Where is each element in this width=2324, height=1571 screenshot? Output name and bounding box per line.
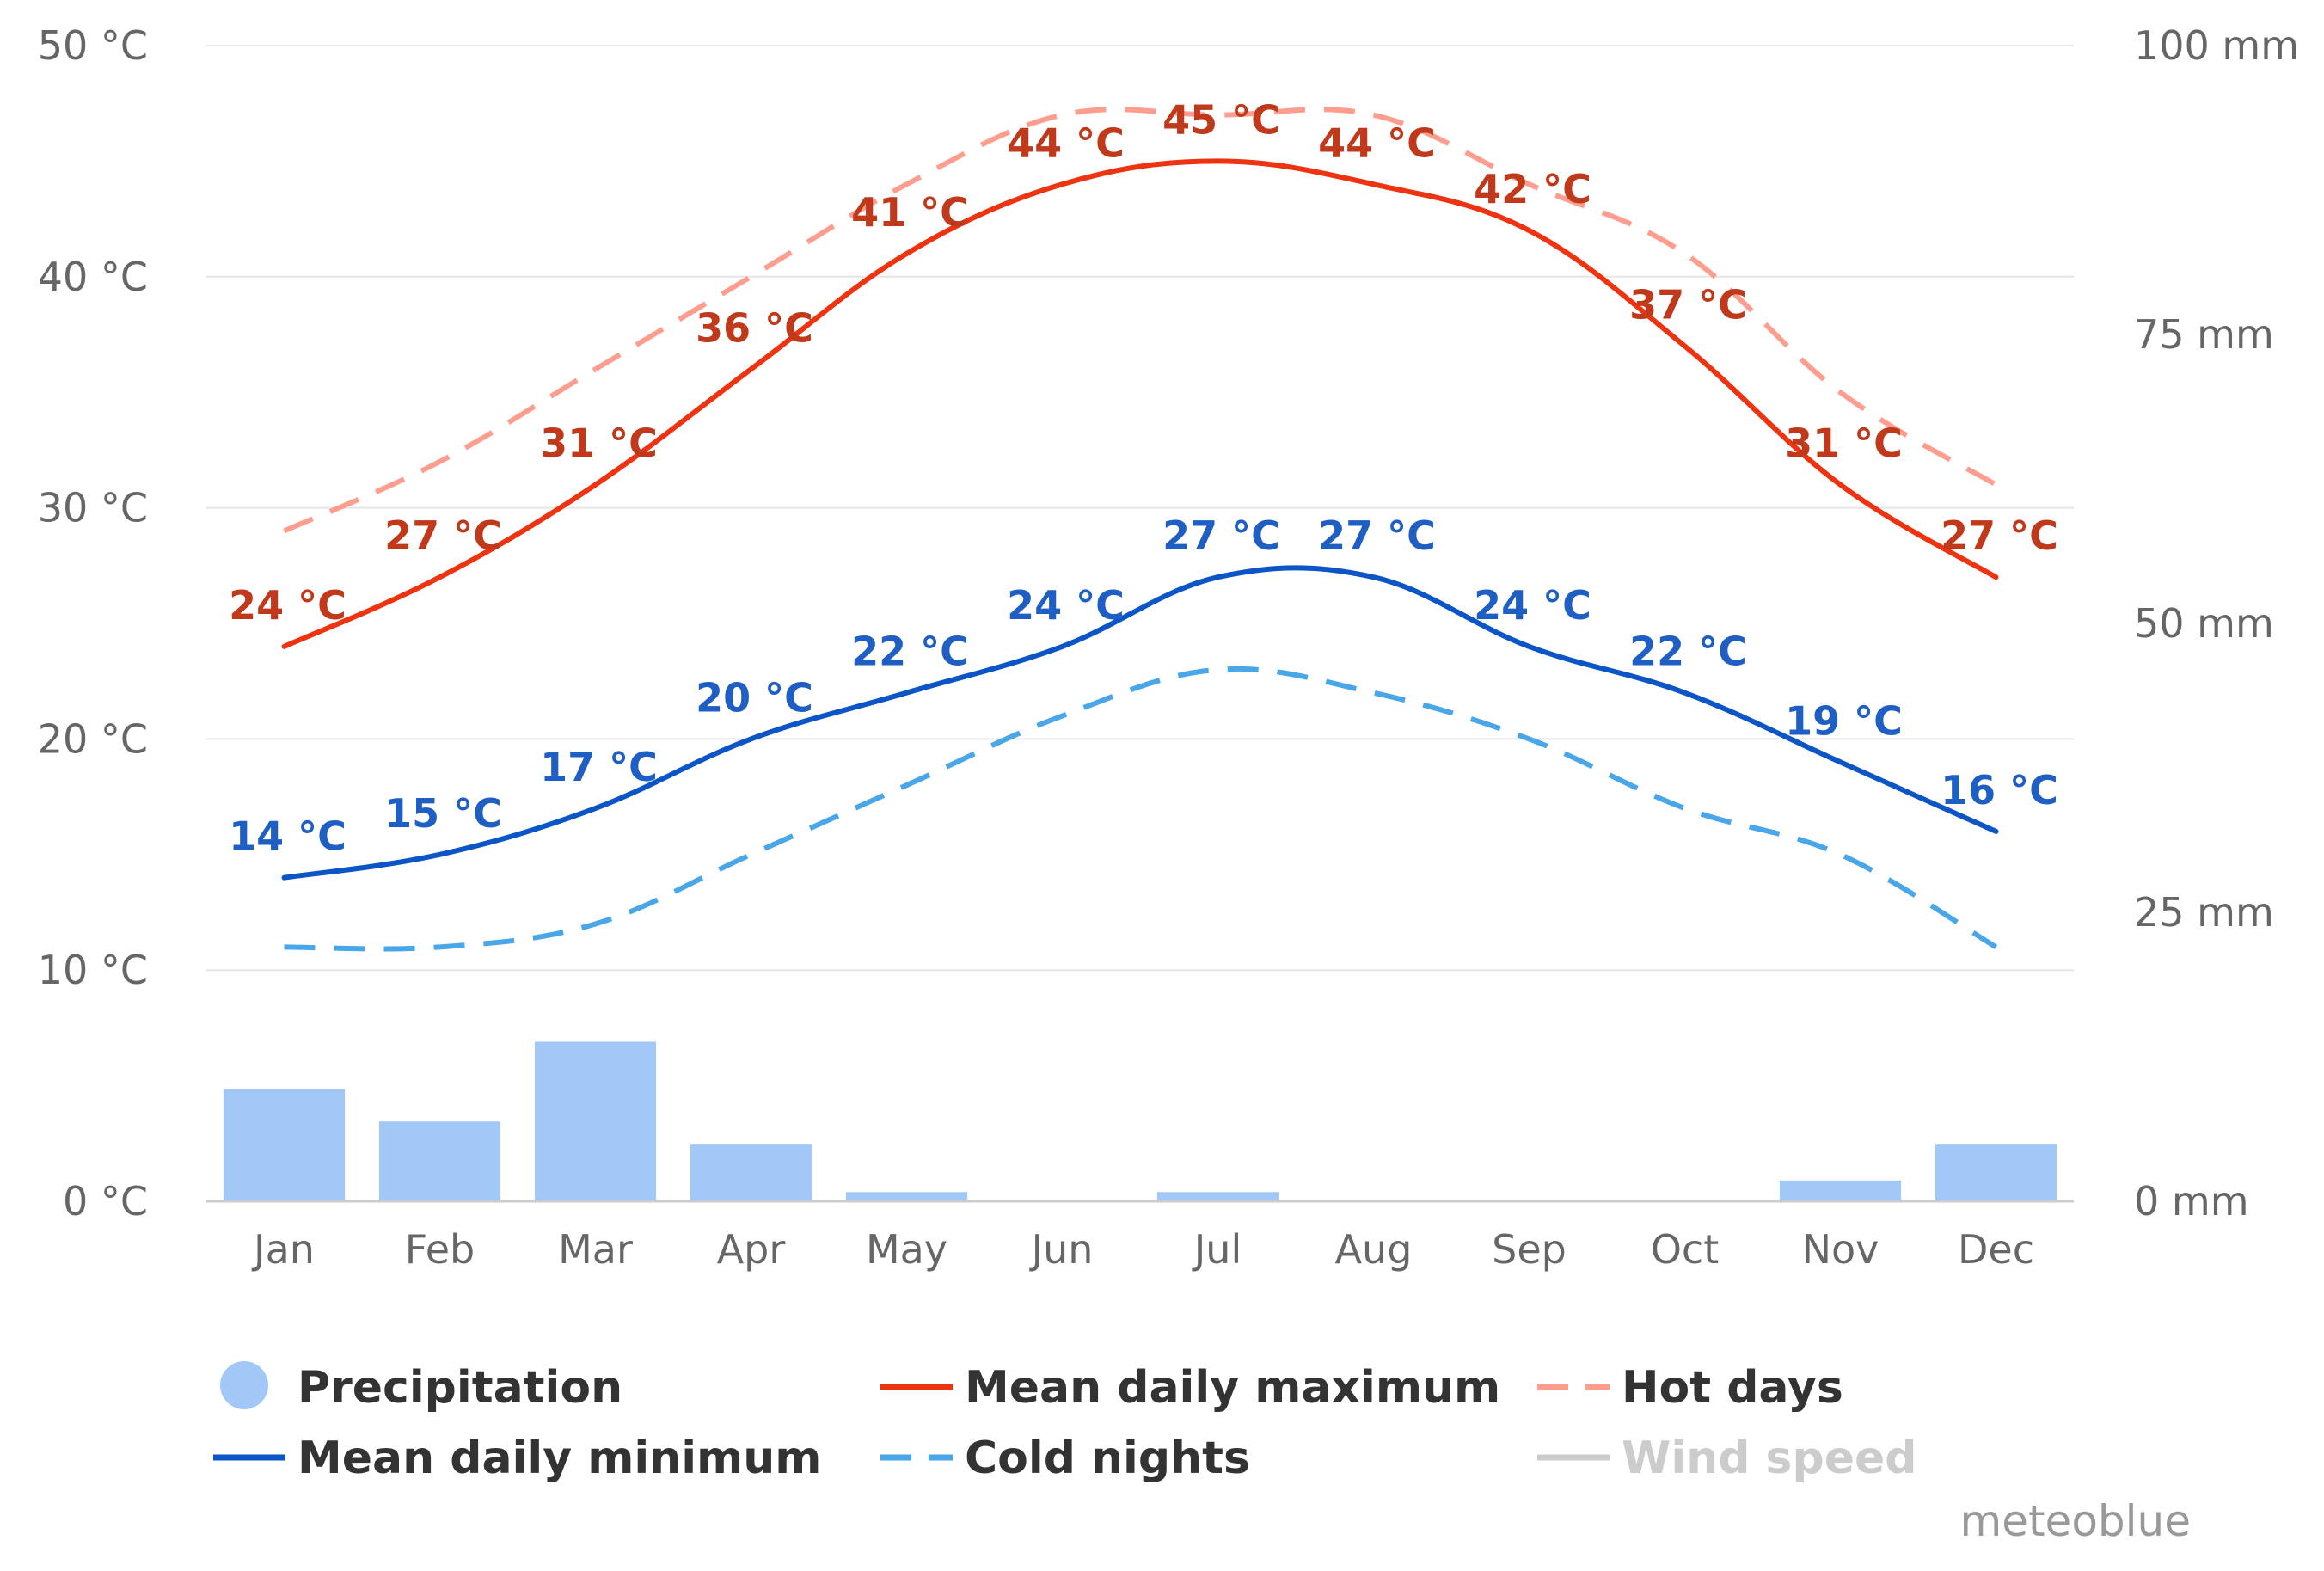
- y-left-tick-label: 50 °C: [38, 22, 148, 69]
- x-tick-label-may: May: [866, 1226, 947, 1273]
- legend-label-hot-days: Hot days: [1622, 1362, 1843, 1414]
- x-tick-label-dec: Dec: [1958, 1226, 2034, 1273]
- precipitation-bars: [223, 1041, 2057, 1200]
- y-right-tick-label: 25 mm: [2134, 889, 2274, 936]
- x-tick-label-feb: Feb: [405, 1226, 475, 1273]
- data-label-mean-daily-maximum-oct: 37 °C: [1629, 281, 1747, 328]
- data-labels: 24 °C 27 °C 31 °C 36 °C 41 °C 44 °C 45 °C 44 °C…: [229, 96, 2058, 859]
- credit-meteoblue[interactable]: meteoblue: [1959, 1496, 2191, 1546]
- legend-item-wind-speed[interactable]: Wind speed: [1537, 1433, 1916, 1484]
- data-label-mean-daily-minimum-may: 22 °C: [851, 629, 969, 675]
- legend-item-precipitation[interactable]: Precipitation: [220, 1361, 622, 1414]
- data-label-mean-daily-minimum-aug: 27 °C: [1318, 512, 1436, 559]
- precipitation-bar-may[interactable]: [845, 1192, 968, 1200]
- x-tick-label-sep: Sep: [1492, 1226, 1567, 1273]
- data-label-mean-daily-minimum-feb: 15 °C: [384, 790, 502, 837]
- legend-label-precipitation: Precipitation: [297, 1362, 622, 1414]
- data-label-mean-daily-maximum-feb: 27 °C: [384, 512, 502, 559]
- y-right-tick-label: 50 mm: [2134, 600, 2274, 647]
- series-line-mean-daily-minimum[interactable]: [281, 565, 1999, 881]
- y-right-tick-label: 100 mm: [2134, 22, 2299, 69]
- data-label-mean-daily-maximum-sep: 42 °C: [1474, 166, 1591, 212]
- data-label-mean-daily-maximum-may: 41 °C: [851, 189, 969, 236]
- x-tick-label-jan: Jan: [251, 1226, 315, 1273]
- x-tick-label-apr: Apr: [717, 1226, 786, 1273]
- data-label-mean-daily-maximum-apr: 36 °C: [696, 304, 813, 351]
- data-label-mean-daily-minimum-dec: 16 °C: [1941, 767, 2058, 813]
- precipitation-bar-apr[interactable]: [690, 1144, 812, 1200]
- x-tick-label-mar: Mar: [558, 1226, 633, 1273]
- y-left-tick-label: 40 °C: [38, 254, 148, 300]
- grid-layer: [206, 45, 2074, 1203]
- precipitation-bar-jan[interactable]: [223, 1089, 346, 1200]
- data-label-mean-daily-maximum-mar: 31 °C: [540, 420, 658, 467]
- legend-label-mean-daily-maximum: Mean daily maximum: [965, 1362, 1500, 1414]
- legend-label-cold-nights: Cold nights: [965, 1433, 1250, 1484]
- data-label-mean-daily-minimum-apr: 20 °C: [696, 674, 813, 721]
- precipitation-bar-jul[interactable]: [1156, 1192, 1279, 1200]
- data-label-mean-daily-maximum-jun: 44 °C: [1007, 120, 1125, 166]
- series-line-hot-days[interactable]: [283, 107, 1998, 534]
- y-left-tick-label: 0 °C: [63, 1178, 148, 1224]
- data-label-mean-daily-minimum-mar: 17 °C: [540, 744, 658, 790]
- y-left-tick-label: 10 °C: [38, 947, 148, 993]
- y-left-tick-label: 30 °C: [38, 485, 148, 531]
- data-label-mean-daily-maximum-dec: 27 °C: [1941, 512, 2058, 559]
- data-label-mean-daily-minimum-sep: 24 °C: [1474, 582, 1591, 629]
- data-label-mean-daily-maximum-aug: 44 °C: [1318, 120, 1436, 166]
- series-line-cold-nights[interactable]: [284, 666, 1998, 952]
- legend-item-cold-nights[interactable]: Cold nights: [880, 1433, 1250, 1484]
- x-tick-label-jun: Jun: [1029, 1226, 1094, 1273]
- legend-item-mean-daily-minimum[interactable]: Mean daily minimum: [213, 1433, 821, 1484]
- precipitation-bar-feb[interactable]: [378, 1121, 501, 1200]
- data-label-mean-daily-minimum-oct: 22 °C: [1629, 629, 1747, 675]
- legend-item-mean-daily-maximum[interactable]: Mean daily maximum: [880, 1362, 1500, 1414]
- legend-label-wind-speed: Wind speed: [1622, 1433, 1916, 1484]
- legend: Precipitation Mean daily maximum Hot days M…: [213, 1361, 1916, 1484]
- series-lines: [281, 107, 1999, 952]
- legend-symbol-precipitation: [220, 1361, 268, 1409]
- series-line-mean-daily-maximum[interactable]: [281, 158, 1999, 649]
- x-tick-label-jul: Jul: [1192, 1226, 1242, 1273]
- data-label-mean-daily-minimum-jun: 24 °C: [1007, 582, 1125, 629]
- precipitation-bar-nov[interactable]: [1779, 1180, 1902, 1200]
- data-label-mean-daily-minimum-jul: 27 °C: [1162, 512, 1280, 559]
- data-label-mean-daily-minimum-jan: 14 °C: [229, 813, 346, 860]
- y-left-tick-label: 20 °C: [38, 715, 148, 762]
- x-tick-label-nov: Nov: [1802, 1226, 1879, 1273]
- data-label-mean-daily-maximum-jul: 45 °C: [1162, 96, 1280, 143]
- legend-label-mean-daily-minimum: Mean daily minimum: [297, 1433, 821, 1484]
- data-label-mean-daily-maximum-nov: 31 °C: [1785, 420, 1903, 467]
- x-tick-label-aug: Aug: [1335, 1226, 1413, 1273]
- data-label-mean-daily-maximum-jan: 24 °C: [229, 582, 346, 629]
- precipitation-bar-mar[interactable]: [534, 1041, 657, 1200]
- x-tick-label-oct: Oct: [1651, 1226, 1720, 1273]
- data-label-mean-daily-minimum-nov: 19 °C: [1785, 697, 1903, 744]
- y-right-tick-label: 75 mm: [2134, 311, 2274, 358]
- axis-labels: 0 °C 10 °C 20 °C 30 °C 40 °C 50 °C 0 mm 25 mm 50…: [38, 22, 2299, 1273]
- legend-item-hot-days[interactable]: Hot days: [1537, 1362, 1843, 1414]
- y-right-tick-label: 0 mm: [2134, 1178, 2249, 1224]
- precipitation-bar-dec[interactable]: [1935, 1144, 2057, 1200]
